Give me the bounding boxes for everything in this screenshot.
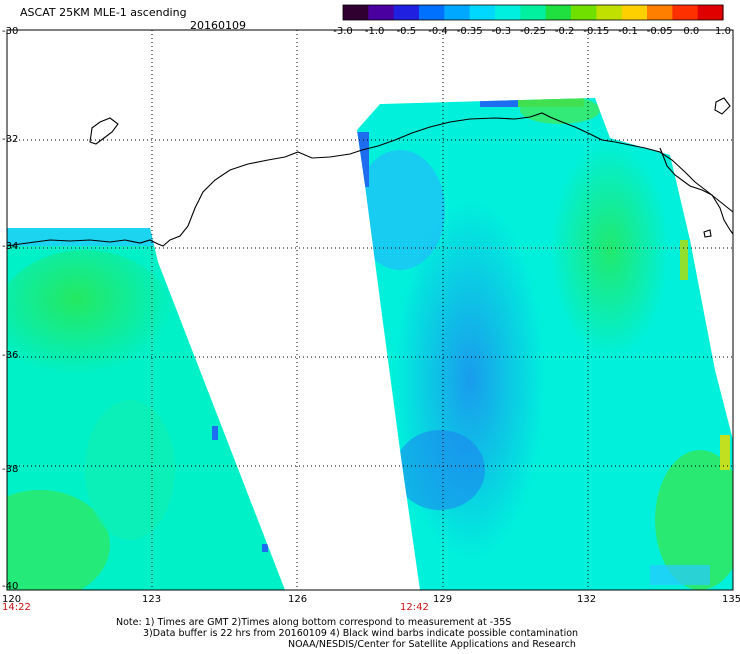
colorbar-label: -0.35 (456, 26, 483, 37)
island-recherche (89, 117, 119, 145)
colorbar-label: -0.5 (396, 26, 417, 37)
colorbar-label: -0.25 (520, 26, 546, 37)
coastline (6, 97, 734, 247)
lat-label: -40 (2, 581, 19, 592)
colorbar-swatch (469, 5, 496, 20)
colorbar-label: -0.2 (554, 26, 575, 37)
chart-title: ASCAT 25KM MLE-1 ascending (20, 6, 187, 19)
colorbar-swatch (571, 5, 597, 20)
colorbar-swatch (368, 5, 395, 20)
colorbar-swatch (495, 5, 521, 20)
colorbar-swatch (419, 5, 445, 20)
swath-east (357, 98, 733, 590)
colorbar-label: 0.0 (683, 26, 700, 37)
pass-time-west: 14:22 (2, 602, 31, 613)
colorbar-label: -1.0 (364, 26, 385, 37)
graticule (7, 30, 733, 590)
island-north (714, 97, 731, 115)
colorbar-label: 1.0 (715, 26, 731, 37)
plot-frame (6, 29, 734, 591)
colorbar-frame (342, 4, 724, 21)
colorbar-swatch (621, 5, 648, 20)
island-small (703, 229, 712, 238)
colorbar-label: -0.15 (583, 26, 610, 37)
colorbar-label: -3.0 (333, 26, 353, 37)
colorbar-swatch (393, 5, 420, 20)
colorbar-swatch (647, 5, 673, 20)
lat-label: -30 (2, 26, 19, 37)
colorbar (342, 4, 724, 21)
lon-label: 129 (433, 594, 453, 605)
colorbar-swatch (672, 5, 699, 20)
footer-credit: NOAA/NESDIS/Center for Satellite Applica… (288, 639, 576, 650)
colorbar-label: -0.05 (646, 26, 673, 37)
colorbar-swatch (596, 5, 623, 20)
colorbar-swatch (343, 5, 369, 20)
chart-date: 20160109 (190, 19, 246, 32)
lon-label: 132 (577, 594, 597, 605)
lat-label: -34 (2, 241, 19, 252)
lon-label: 135 (722, 594, 740, 605)
lat-label: -38 (2, 464, 19, 475)
colorbar-swatch (545, 5, 572, 20)
swath-west (7, 228, 285, 590)
colorbar-label: -0.3 (491, 26, 512, 37)
colorbar-swatch (697, 5, 724, 20)
colorbar-swatch (520, 5, 547, 20)
pass-time-east: 12:42 (400, 602, 429, 613)
footer-note-2: 3)Data buffer is 22 hrs from 20160109 4)… (143, 628, 579, 639)
lon-label: 120 (2, 594, 22, 605)
lon-label: 123 (142, 594, 162, 605)
colorbar-label: -0.4 (428, 26, 448, 37)
coastline-main (6, 112, 734, 247)
lat-label: -36 (2, 350, 19, 361)
colorbar-label: -0.1 (618, 26, 638, 37)
colorbar-swatch (444, 5, 471, 20)
lat-label: -32 (2, 134, 19, 145)
footer-note-1: Note: 1) Times are GMT 2)Times along bot… (116, 617, 512, 628)
coastline-gulf (659, 147, 734, 235)
lon-label: 126 (288, 594, 308, 605)
